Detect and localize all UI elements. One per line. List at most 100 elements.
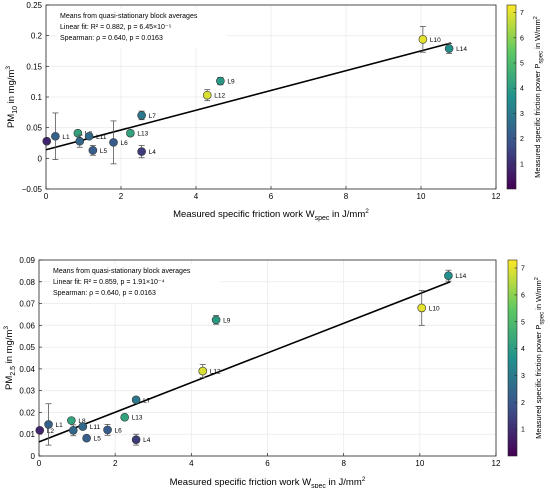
y-axis-label: PM2.5 in mg/m3 bbox=[3, 326, 17, 390]
y-tick-label: 0.2 bbox=[31, 32, 43, 41]
colorbar-tick-label: 4 bbox=[520, 86, 524, 93]
data-point bbox=[35, 426, 45, 435]
x-tick-label: 4 bbox=[189, 459, 194, 468]
colorbar-tick-label: 3 bbox=[520, 111, 524, 118]
data-point bbox=[216, 76, 225, 86]
x-tick-label: 6 bbox=[265, 459, 270, 468]
colorbar-tick-label: 4 bbox=[521, 346, 525, 353]
y-axis-label: PM10 in mg/m3 bbox=[5, 66, 19, 128]
y-tick-label: 0.15 bbox=[26, 62, 42, 71]
x-tick-label: 6 bbox=[269, 192, 274, 201]
x-tick-label: 8 bbox=[344, 192, 349, 201]
colorbar-tick-label: 1 bbox=[520, 161, 524, 168]
data-point-label: L5 bbox=[100, 148, 108, 155]
y-tick-label: 0 bbox=[38, 154, 43, 163]
colorbar-tick-label: 7 bbox=[521, 266, 525, 273]
data-point-label: L9 bbox=[227, 79, 235, 86]
data-point-label: L11 bbox=[90, 424, 101, 431]
colorbar-tick-label: 3 bbox=[521, 373, 525, 380]
data-point-label: L7 bbox=[149, 113, 157, 120]
data-point-label: L10 bbox=[430, 37, 441, 44]
y-tick-label: 0.06 bbox=[19, 321, 35, 330]
data-point bbox=[198, 366, 208, 376]
colorbar-tick-label: 5 bbox=[521, 319, 525, 326]
data-point-label: L13 bbox=[137, 131, 148, 138]
data-point bbox=[131, 435, 141, 444]
y-tick-label: 0.05 bbox=[26, 124, 42, 133]
x-tick-label: 8 bbox=[341, 459, 346, 468]
x-tick-label: 10 bbox=[415, 459, 424, 468]
x-axis-label: Measured specific friction work Wspec in… bbox=[173, 208, 369, 222]
data-point bbox=[75, 136, 85, 146]
y-tick-label: 0.07 bbox=[19, 300, 35, 309]
colorbar-tick-label: 6 bbox=[521, 292, 525, 299]
data-point bbox=[137, 147, 146, 156]
chart-panel-2: 0 2 4 6 8 10 1200.010.020.030.040.050.060.070.… bbox=[3, 256, 546, 488]
colorbar-tick-label: 6 bbox=[520, 35, 524, 42]
data-point-label: L12 bbox=[210, 369, 221, 376]
colorbar-tick-label: 5 bbox=[520, 60, 524, 67]
data-point-label: L6 bbox=[115, 427, 123, 434]
data-point-label: L14 bbox=[456, 46, 467, 53]
x-tick-label: 10 bbox=[417, 192, 426, 201]
annotation-text: Linear fit: R² = 0.859, p = 1.91×10⁻⁴ bbox=[53, 279, 165, 286]
data-point bbox=[211, 315, 221, 325]
colorbar-tick-label: 7 bbox=[520, 10, 524, 17]
linear-fit-line bbox=[45, 42, 452, 151]
data-point-label: L8 bbox=[78, 418, 86, 425]
data-point bbox=[42, 136, 52, 146]
data-point bbox=[88, 146, 98, 155]
linear-fit-line bbox=[38, 281, 451, 443]
y-tick-label: 0.02 bbox=[19, 408, 35, 417]
data-point-label: L7 bbox=[143, 397, 151, 404]
colorbar-label: Measured specific friction power Pspec i… bbox=[534, 277, 546, 439]
y-tick-label: 0.08 bbox=[19, 278, 35, 287]
annotation-text: Means from quasi-stationary block averag… bbox=[60, 13, 198, 20]
annotation-text: Spearman: ρ = 0.640, p = 0.0163 bbox=[60, 35, 163, 42]
data-point bbox=[131, 395, 141, 405]
data-point bbox=[444, 271, 453, 280]
data-point bbox=[103, 425, 112, 435]
colorbar-label: Measured specific friction power Pspec i… bbox=[533, 16, 545, 178]
x-tick-label: 4 bbox=[194, 192, 199, 201]
y-tick-label: 0.03 bbox=[19, 387, 35, 396]
x-axis-label: Measured specific friction work Wspec in… bbox=[170, 476, 366, 488]
data-point bbox=[137, 111, 146, 120]
data-point-label: L4 bbox=[143, 437, 151, 444]
data-point-label: L4 bbox=[149, 149, 157, 156]
data-point bbox=[82, 433, 91, 443]
chart-panel-1: 0 2 4 6 8 10 12−0.0500.050.10.150.20.25Measure… bbox=[5, 1, 545, 222]
data-point bbox=[67, 416, 76, 425]
y-tick-label: 0.25 bbox=[26, 1, 42, 10]
data-point-label: L11 bbox=[96, 134, 107, 141]
y-tick-label: −0.05 bbox=[22, 185, 43, 194]
annotation-text: Means from quasi-stationary block averag… bbox=[53, 268, 191, 275]
data-point bbox=[120, 412, 129, 422]
colorbar-tick-label: 2 bbox=[521, 400, 525, 407]
y-tick-label: 0.09 bbox=[19, 256, 35, 265]
y-tick-label: 0.01 bbox=[19, 430, 35, 439]
x-tick-label: 2 bbox=[119, 192, 124, 201]
data-point bbox=[417, 303, 427, 313]
colorbar bbox=[507, 259, 518, 457]
data-point-label: L9 bbox=[223, 317, 231, 324]
x-tick-label: 0 bbox=[44, 192, 49, 201]
data-point bbox=[418, 35, 428, 44]
data-point bbox=[444, 44, 454, 53]
colorbar-tick-label: 2 bbox=[520, 136, 524, 143]
data-point bbox=[84, 131, 94, 141]
data-point bbox=[51, 131, 60, 141]
x-tick-label: 2 bbox=[113, 459, 118, 468]
data-point-label: L6 bbox=[121, 140, 129, 147]
data-point bbox=[109, 138, 118, 147]
y-tick-label: 0.05 bbox=[19, 343, 35, 352]
data-point bbox=[78, 422, 88, 431]
data-point-label: L5 bbox=[94, 436, 102, 443]
data-point-label: L14 bbox=[455, 273, 466, 280]
x-tick-label: 0 bbox=[37, 459, 42, 468]
data-point bbox=[73, 128, 83, 138]
data-point-label: L13 bbox=[132, 415, 143, 422]
data-point bbox=[44, 420, 53, 429]
x-tick-label: 12 bbox=[492, 192, 501, 201]
